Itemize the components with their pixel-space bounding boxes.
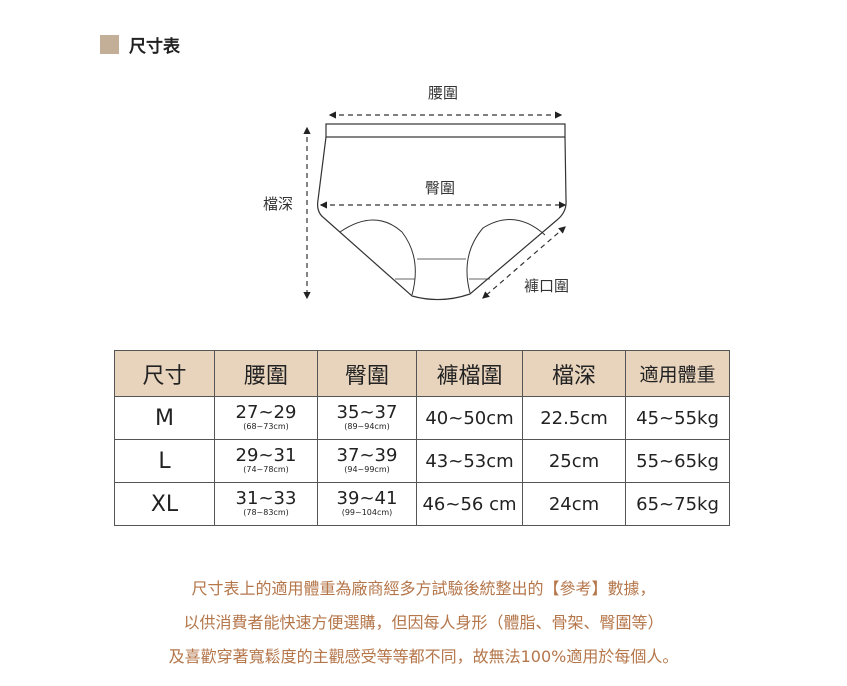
leg-opening-arrow (482, 226, 566, 299)
title-text: 尺寸表 (129, 37, 180, 57)
col-rise: 檔深 (522, 350, 626, 397)
hip-cell: 39~41 (99~104cm) (317, 482, 417, 526)
rise-cell: 22.5cm (522, 396, 626, 440)
hip-cm: (89~94cm) (344, 422, 390, 431)
waist-label: 腰圍 (428, 84, 459, 102)
waist-cm: (74~78cm) (243, 465, 289, 474)
hip-inch: 37~39 (336, 445, 398, 466)
hip-cm: (99~104cm) (341, 508, 393, 517)
weight-cell: 45~55kg (625, 396, 730, 440)
waist-inch: 29~31 (235, 445, 297, 466)
waist-cell: 31~33 (78~83cm) (214, 482, 318, 526)
hip-inch: 35~37 (336, 402, 398, 423)
left-leg-opening (339, 219, 416, 296)
col-crotch: 褲檔圍 (416, 350, 523, 397)
col-hip: 臀圍 (317, 350, 417, 397)
weight-cell: 65~75kg (625, 482, 730, 526)
weight-cell: 55~65kg (625, 439, 730, 483)
crotch-cell: 43~53cm (416, 439, 523, 483)
hip-cell: 37~39 (94~99cm) (317, 439, 417, 483)
crotch-cell: 46~56 cm (416, 482, 523, 526)
table-header-row: 尺寸 腰圍 臀圍 褲檔圍 檔深 適用體重 (114, 350, 730, 397)
size-cell: M (114, 396, 215, 440)
rise-cell: 24cm (522, 482, 626, 526)
title-marker (100, 35, 119, 54)
col-weight: 適用體重 (625, 350, 730, 397)
rise-cell: 25cm (522, 439, 626, 483)
note-line-3: 及喜歡穿著寬鬆度的主觀感受等等都不同，故無法100%適用於每個人。 (168, 647, 679, 666)
waist-inch: 27~29 (235, 402, 297, 423)
waist-inch: 31~33 (235, 488, 297, 509)
col-size: 尺寸 (114, 350, 215, 397)
table-row: M 27~29 (68~73cm) 35~37 (89~94cm) 40~50cm … (114, 396, 730, 440)
hip-label: 臀圍 (425, 179, 456, 197)
hip-inch: 39~41 (336, 488, 398, 509)
table-row: L 29~31 (74~78cm) 37~39 (94~99cm) 43~53cm … (114, 439, 730, 483)
garment-outline (317, 136, 567, 301)
waist-cm: (68~73cm) (243, 422, 289, 431)
underwear-diagram (303, 111, 567, 301)
waistband (325, 123, 566, 138)
hip-cell: 35~37 (89~94cm) (317, 396, 417, 440)
rise-label: 檔深 (263, 195, 294, 213)
table-row: XL 31~33 (78~83cm) 39~41 (99~104cm) 46~56 … (114, 482, 730, 526)
section-title: 尺寸表 (100, 32, 180, 57)
col-waist: 腰圍 (214, 350, 318, 397)
note-line-1: 尺寸表上的適用體重為廠商經多方試驗後統整出的【參考】數據， (191, 579, 656, 598)
crotch-cell: 40~50cm (416, 396, 523, 440)
waist-cm: (78~83cm) (243, 508, 289, 517)
size-table: 尺寸 腰圍 臀圍 褲檔圍 檔深 適用體重 M 27~29 (68~73cm) 35… (114, 350, 730, 526)
leg-opening-label: 褲口圍 (524, 277, 570, 295)
size-cell: XL (114, 482, 215, 526)
waist-cell: 29~31 (74~78cm) (214, 439, 318, 483)
note-line-2: 以供消費者能快速方便選購，但因每人身形（體脂、骨架、臀圍等） (183, 613, 664, 632)
waist-cell: 27~29 (68~73cm) (214, 396, 318, 440)
size-cell: L (114, 439, 215, 483)
hip-cm: (94~99cm) (344, 465, 390, 474)
